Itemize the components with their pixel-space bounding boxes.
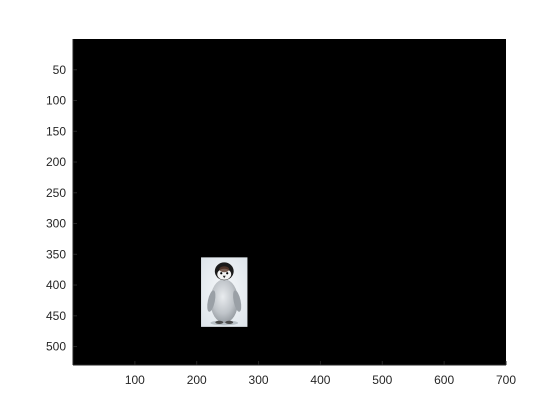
y-tick-label: 450: [46, 309, 66, 323]
penguin-right-foot: [225, 320, 234, 324]
penguin-left-flipper: [207, 290, 216, 312]
penguin-image: [201, 257, 248, 327]
y-tick-label: 250: [46, 186, 66, 200]
y-tick-label: 500: [46, 340, 66, 354]
y-tick-label: 50: [53, 63, 67, 77]
penguin-left-eye: [220, 272, 223, 275]
x-tick-label: 100: [125, 373, 145, 387]
penguin-right-eye: [226, 272, 229, 275]
y-tick-label: 400: [46, 278, 66, 292]
x-tick-label: 400: [310, 373, 330, 387]
x-tick-label: 300: [249, 373, 269, 387]
x-tick-label: 700: [496, 373, 516, 387]
y-axis-ticks: 50 100 150 200 250 300 350 400 450 500: [46, 63, 77, 354]
y-tick-label: 350: [46, 247, 66, 261]
y-tick-label: 300: [46, 217, 66, 231]
y-tick-label: 150: [46, 124, 66, 138]
penguin-beak: [222, 275, 226, 279]
penguin-figure: [207, 262, 242, 326]
penguin-right-flipper: [233, 290, 242, 312]
x-tick-label: 200: [187, 373, 207, 387]
penguin-forehead: [219, 266, 230, 273]
y-tick-label: 100: [46, 94, 66, 108]
x-tick-label: 500: [372, 373, 392, 387]
x-axis-ticks: 100 200 300 400 500 600 700: [125, 361, 516, 387]
axes-background: [73, 39, 506, 365]
penguin-face: [217, 268, 232, 280]
y-tick-label: 200: [46, 155, 66, 169]
x-tick-label: 600: [434, 373, 454, 387]
penguin-left-foot: [215, 320, 224, 324]
penguin-body: [210, 279, 239, 323]
